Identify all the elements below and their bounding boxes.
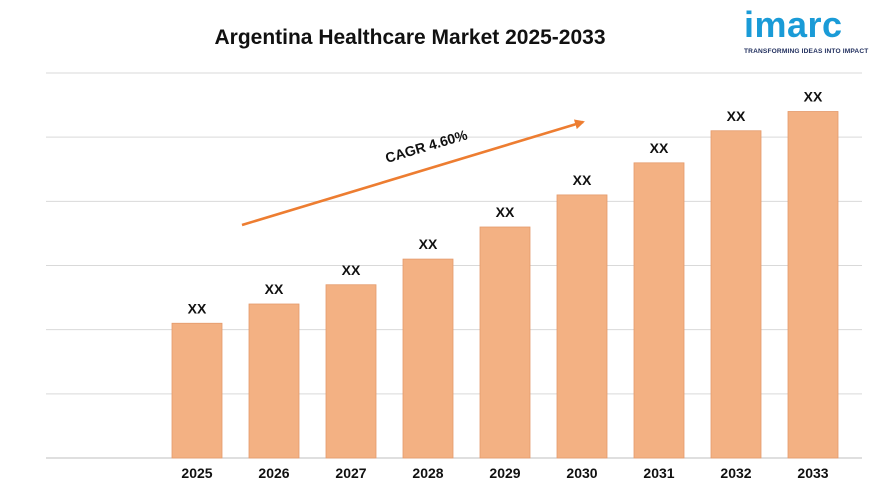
data-label-2026: XX [265,281,284,297]
cagr-arrow [241,119,585,227]
bar-2031 [633,162,685,459]
data-labels: XX XX XX XX XX XX XX XX XX [188,89,823,317]
x-tick-2027: 2027 [335,465,366,481]
bar-2033 [787,111,839,459]
bar-2026 [248,303,300,459]
x-tick-2033: 2033 [797,465,828,481]
x-tick-2025: 2025 [181,465,212,481]
bar-2028 [402,258,454,459]
x-tick-2028: 2028 [412,465,443,481]
bars [171,111,839,459]
data-label-2025: XX [188,300,207,316]
x-tick-2026: 2026 [258,465,289,481]
logo-wordmark: imarc [744,4,843,45]
bar-2029 [479,226,531,459]
x-tick-2029: 2029 [489,465,520,481]
data-label-2032: XX [727,108,746,124]
data-label-2029: XX [496,204,515,220]
bar-2027 [325,284,377,459]
data-label-2027: XX [342,262,361,278]
data-label-2030: XX [573,172,592,188]
data-label-2033: XX [804,89,823,105]
bar-2025 [171,322,223,459]
data-label-2031: XX [650,140,669,156]
x-tick-2030: 2030 [566,465,597,481]
chart-title: Argentina Healthcare Market 2025-2033 [214,26,606,49]
bar-2030 [556,194,608,459]
bar-2032 [710,130,762,459]
x-tick-2031: 2031 [643,465,674,481]
data-label-2028: XX [419,236,438,252]
logo-tagline: TRANSFORMING IDEAS INTO IMPACT [744,48,869,55]
x-tick-2032: 2032 [720,465,751,481]
imarc-logo: imarc TRANSFORMING IDEAS INTO IMPACT [744,4,868,60]
x-axis-ticks: 2025 2026 2027 2028 2029 2030 2031 2032 2033 [181,465,828,481]
